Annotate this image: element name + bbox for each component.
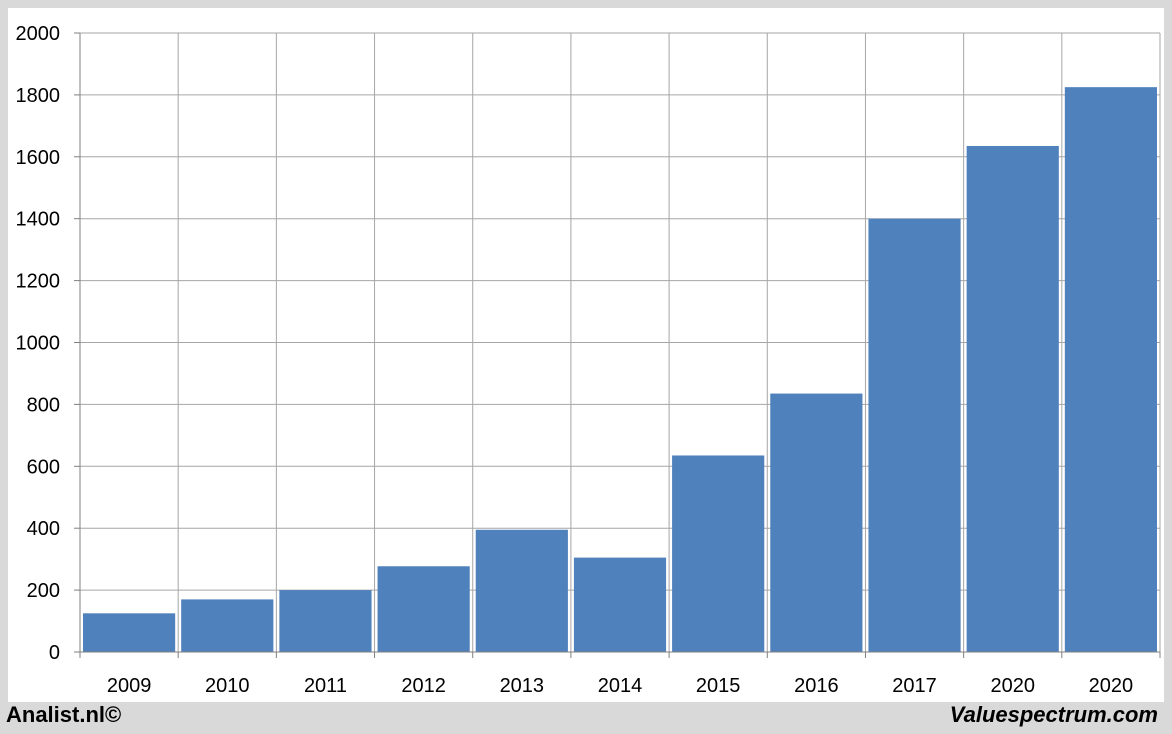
bar-2014-5: [573, 557, 667, 652]
x-tick-label: 2017: [892, 675, 937, 697]
x-tick-label: 2010: [205, 675, 250, 697]
x-tick-label: 2009: [107, 675, 152, 697]
y-tick-label: 400: [27, 518, 60, 540]
y-tick-label: 0: [49, 642, 60, 664]
bar-2020-9: [966, 145, 1059, 652]
bar-2010-1: [181, 599, 274, 652]
x-tick-label: 2012: [401, 675, 446, 697]
bar-2011-2: [279, 590, 372, 652]
y-tick-label: 2000: [16, 23, 61, 45]
footer-source-right: Valuespectrum.com: [949, 702, 1158, 727]
x-tick-label: 2015: [696, 675, 741, 697]
y-tick-label: 1400: [16, 209, 61, 231]
x-tick-label: 2020: [990, 675, 1035, 697]
x-tick-labels: 2009 2010 2011 2012 2013 2014 2015 2016 2017 2020…: [107, 675, 1133, 697]
y-tick-label: 800: [27, 394, 60, 416]
axes: [74, 32, 1161, 658]
bar-2013-4: [475, 529, 568, 652]
bar-2015-6: [672, 455, 765, 652]
bar-2009-0: [83, 613, 176, 652]
y-tick-label: 600: [27, 456, 60, 478]
bar-2017-8: [868, 218, 961, 652]
x-tick-label: 2020: [1089, 675, 1134, 697]
bar-2016-7: [770, 393, 863, 652]
y-tick-label: 200: [27, 580, 60, 602]
y-tick-labels: 0 200 400 600 800 1000 1200 1400 1600 1800 2000: [16, 23, 61, 664]
y-tick-label: 1600: [16, 147, 61, 169]
bars: [83, 87, 1157, 653]
footer-source-left: Analist.nl©: [6, 702, 122, 727]
y-tick-label: 1000: [16, 333, 61, 355]
x-tick-label: 2013: [500, 675, 545, 697]
y-tick-label: 1200: [16, 271, 61, 293]
x-tick-label: 2016: [794, 675, 839, 697]
y-tick-label: 1800: [16, 85, 61, 107]
x-tick-label: 2011: [304, 675, 347, 697]
bar-2020-10: [1064, 87, 1157, 653]
bar-2012-3: [377, 566, 470, 652]
x-tick-label: 2014: [598, 675, 643, 697]
